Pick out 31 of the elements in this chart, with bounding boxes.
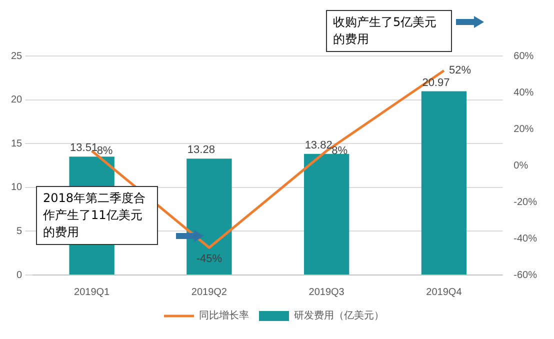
y-tick-label: 20 <box>11 94 23 106</box>
data-label: 13.82 <box>304 139 332 152</box>
data-label: 8% <box>96 144 113 157</box>
text: 收购产生了5亿美元的费用 <box>326 10 452 52</box>
x-tick-label: 2019Q4 <box>426 286 462 298</box>
y2-tick-label: -60% <box>514 270 538 281</box>
data-label: 8% <box>332 144 348 157</box>
data-label: -45% <box>196 253 222 266</box>
bar <box>421 91 467 274</box>
bar <box>304 154 350 274</box>
y2-tick-label: 40% <box>514 87 534 98</box>
legend-label: 同比增长率 <box>199 310 249 322</box>
y2-tick-label: 60% <box>514 50 534 62</box>
y-tick-label: 15 <box>11 138 23 150</box>
data-label: 52% <box>448 64 472 77</box>
y2-tick-label: 0% <box>514 160 528 172</box>
y2-tick-label: 20% <box>514 124 534 135</box>
y-tick-label: 25 <box>11 50 23 62</box>
x-tick-label: 2019Q1 <box>74 286 110 298</box>
x-tick-label: 2019Q3 <box>308 286 345 298</box>
bar <box>186 158 232 274</box>
legend-label: 研发费用（亿美元） <box>294 310 384 322</box>
y-tick-label: 10 <box>11 182 23 194</box>
data-label: 13.51 <box>70 142 98 154</box>
annotation: 2018年第二季度合作产生了11亿美元的费用 <box>36 186 158 245</box>
y-tick-label: 0 <box>16 270 23 281</box>
y2-tick-label: -20% <box>514 196 538 208</box>
x-tick-label: 2019Q2 <box>191 286 228 298</box>
data-label: 13.28 <box>187 144 215 156</box>
y-tick-label: 5 <box>16 226 23 237</box>
y2-tick-label: -40% <box>514 233 538 244</box>
